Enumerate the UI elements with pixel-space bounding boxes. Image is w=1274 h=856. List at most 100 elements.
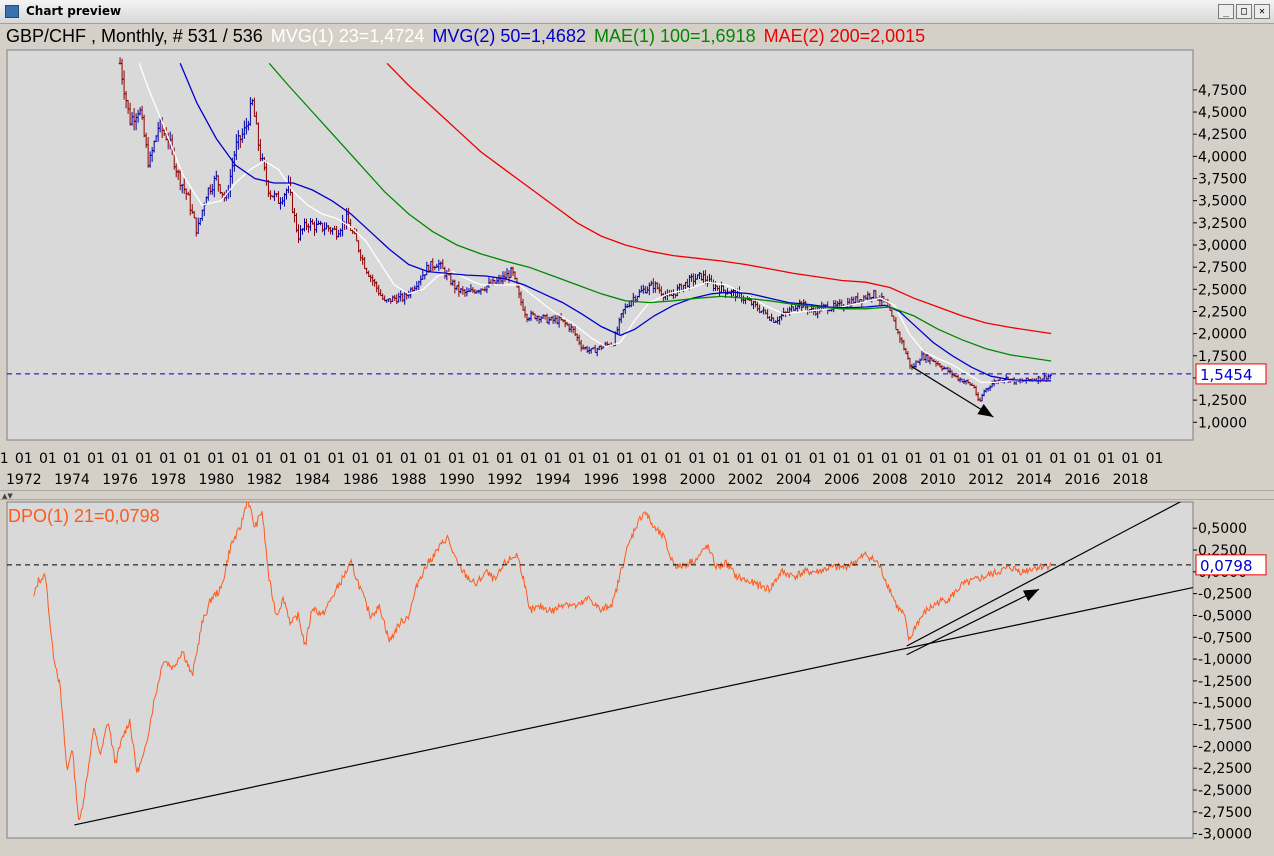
minimize-button[interactable]: _: [1218, 4, 1234, 19]
dpo-ytick-label: -0,5000: [1198, 608, 1252, 624]
price-trend-arrow: [911, 365, 994, 418]
dpo-last-label: 0,0798: [1200, 557, 1253, 575]
dpo-ytick-label: -1,7500: [1198, 718, 1252, 734]
price-ytick-label: 3,2500: [1198, 216, 1247, 232]
dpo-trendline: [74, 586, 1193, 826]
price-xtick-month: 01: [0, 451, 9, 467]
price-xtick-year: 1994: [535, 472, 571, 488]
price-xtick-year: 1984: [295, 472, 331, 488]
price-xtick-year: 2004: [776, 472, 812, 488]
price-xtick-year: 2012: [968, 472, 1004, 488]
dpo-ytick-label: -1,5000: [1198, 696, 1252, 712]
dpo-trendline: [906, 502, 1182, 647]
price-ytick-label: 2,0000: [1198, 327, 1247, 343]
dpo-plot-area: [6, 501, 1194, 839]
chart-header: GBP/CHF , Monthly, # 531 / 536 MVG(1) 23=…: [0, 24, 1274, 48]
price-xtick-year: 2008: [872, 472, 908, 488]
price-xtick-month: 01: [328, 451, 346, 467]
dpo-ytick-label: -2,2500: [1198, 761, 1252, 777]
price-xtick-month: 01: [1049, 451, 1067, 467]
dpo-ytick-label: -0,2500: [1198, 587, 1252, 603]
indicator-line-mae-2-200: [386, 62, 1052, 335]
header-part-3: MAE(1) 100=1,6918: [593, 26, 756, 46]
price-ytick-label: 4,7500: [1198, 83, 1247, 99]
price-xtick-year: 2016: [1065, 472, 1101, 488]
price-ytick-label: 4,5000: [1198, 105, 1247, 121]
price-xtick-month: 01: [87, 451, 105, 467]
price-xtick-month: 01: [400, 451, 418, 467]
price-xtick-month: 01: [183, 451, 201, 467]
price-xtick-month: 01: [1146, 451, 1164, 467]
price-xtick-month: 01: [953, 451, 971, 467]
price-xtick-month: 01: [737, 451, 755, 467]
price-xtick-month: 01: [977, 451, 995, 467]
price-xtick-year: 1978: [150, 472, 186, 488]
price-xtick-year: 2002: [728, 472, 764, 488]
price-xtick-year: 1998: [631, 472, 667, 488]
price-xtick-year: 1974: [54, 472, 90, 488]
price-xtick-month: 01: [881, 451, 899, 467]
last-price-box: [1195, 363, 1267, 385]
window-titlebar: Chart preview _ □ ✕: [0, 0, 1274, 24]
price-xtick-month: 01: [1122, 451, 1140, 467]
dpo-ytick-label: -1,0000: [1198, 652, 1252, 668]
price-ytick-label: 2,7500: [1198, 260, 1247, 276]
price-xtick-year: 2010: [920, 472, 956, 488]
price-xtick-year: 2018: [1113, 472, 1149, 488]
dpo-ytick-label: -2,7500: [1198, 805, 1252, 821]
price-xtick-month: 01: [713, 451, 731, 467]
dpo-ytick-label: -1,2500: [1198, 674, 1252, 690]
price-xtick-year: 1996: [583, 472, 619, 488]
dpo-last-box: [1195, 554, 1267, 576]
price-xtick-year: 2014: [1016, 472, 1052, 488]
price-xtick-month: 01: [592, 451, 610, 467]
last-price-label: 1,5454: [1200, 366, 1253, 384]
price-xtick-month: 01: [640, 451, 658, 467]
price-xtick-month: 01: [39, 451, 57, 467]
price-trend-arrow-head: [977, 403, 994, 417]
dpo-chart[interactable]: 0,50000,25000,0000-0,2500-0,5000-0,7500-…: [0, 500, 1274, 856]
window-title: Chart preview: [26, 4, 122, 18]
dpo-ytick-label: -2,0000: [1198, 739, 1252, 755]
dpo-header: DPO(1) 21=0,0798: [8, 506, 160, 526]
price-xtick-month: 01: [63, 451, 81, 467]
close-button[interactable]: ✕: [1254, 4, 1270, 19]
price-xtick-year: 1976: [102, 472, 138, 488]
dpo-line: [33, 502, 1052, 820]
price-xtick-month: 01: [809, 451, 827, 467]
price-xtick-month: 01: [689, 451, 707, 467]
price-xtick-year: 1988: [391, 472, 427, 488]
price-xtick-year: 2006: [824, 472, 860, 488]
app-icon: [5, 5, 19, 18]
dpo-ytick-label: -3,0000: [1198, 827, 1252, 843]
indicator-line-mae-1-100: [268, 62, 1052, 362]
dpo-ytick-label: 0,5000: [1198, 521, 1247, 537]
indicator-line-mvg-1-23: [138, 63, 1052, 384]
price-xtick-month: 01: [664, 451, 682, 467]
price-ytick-label: 3,0000: [1198, 238, 1247, 254]
price-ytick-label: 2,5000: [1198, 282, 1247, 298]
header-part-2: MVG(2) 50=1,4682: [432, 26, 586, 46]
price-plot-layer: [7, 57, 1193, 418]
price-ytick-label: 4,2500: [1198, 127, 1247, 143]
price-xtick-month: 01: [424, 451, 442, 467]
price-xtick-month: 01: [1001, 451, 1019, 467]
price-xtick-month: 01: [1073, 451, 1091, 467]
pane-splitter[interactable]: ▲▼: [0, 490, 1274, 500]
price-xtick-month: 01: [785, 451, 803, 467]
price-xtick-year: 1980: [198, 472, 234, 488]
dpo-ytick-label: -0,7500: [1198, 630, 1252, 646]
price-xtick-month: 01: [929, 451, 947, 467]
price-xtick-month: 01: [833, 451, 851, 467]
price-xtick-month: 01: [568, 451, 586, 467]
dpo-trend-arrow: [906, 588, 1040, 656]
dpo-trend-arrow-head: [1022, 589, 1040, 602]
price-chart[interactable]: 1,00001,25001,50001,75002,00002,25002,50…: [0, 48, 1274, 490]
price-xtick-month: 01: [1097, 451, 1115, 467]
price-ytick-label: 1,0000: [1198, 415, 1247, 431]
header-part-1: MVG(1) 23=1,4724: [270, 26, 425, 46]
price-xtick-year: 1986: [343, 472, 379, 488]
price-xtick-month: 01: [15, 451, 33, 467]
maximize-button[interactable]: □: [1236, 4, 1252, 19]
splitter-grip-icon[interactable]: ▲▼: [2, 492, 13, 500]
